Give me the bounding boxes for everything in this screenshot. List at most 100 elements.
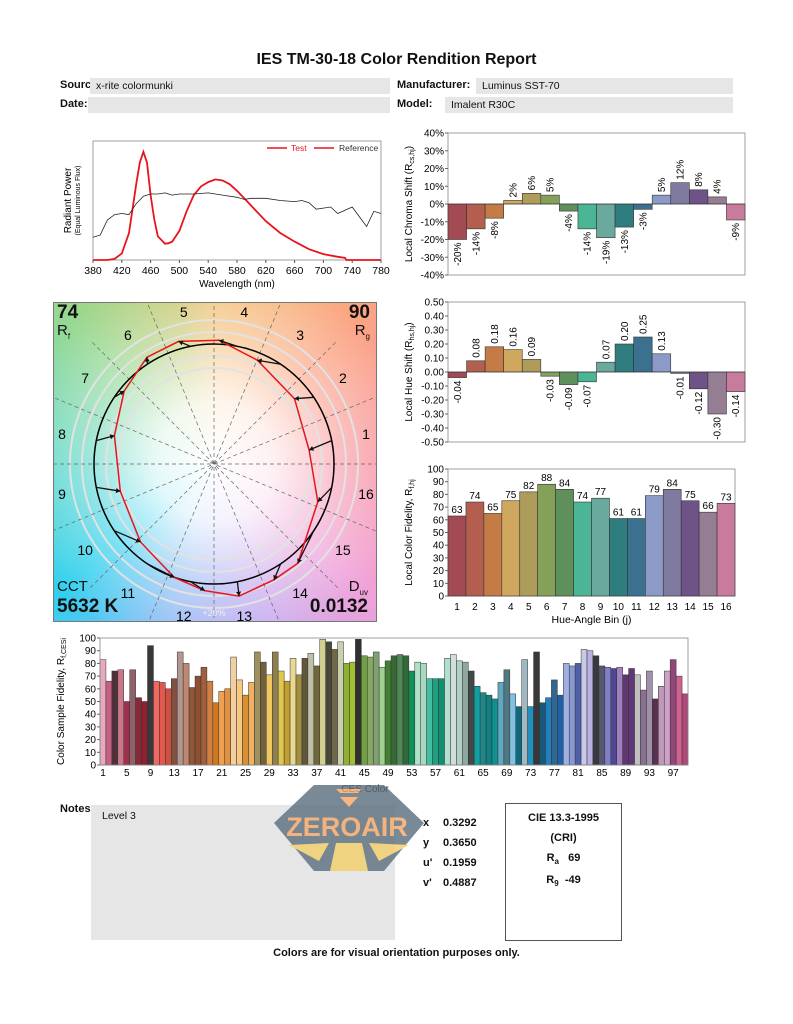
ces-bar: [254, 651, 261, 766]
chroma_shift-bar: [577, 203, 597, 230]
chroma_shift-data-label: -3%: [638, 212, 649, 230]
arrowhead-icon: [109, 434, 115, 440]
ces-bar: [515, 706, 522, 766]
arrowhead-icon: [257, 358, 263, 364]
cri-r9: R9 -49: [506, 874, 621, 888]
local_fidelity-y-tick-label: 90: [433, 477, 445, 488]
ces-bar: [586, 650, 594, 766]
chroma_shift-y-tick-label: 10%: [424, 182, 444, 193]
hue_shift-bar: [503, 349, 523, 373]
ces-bar: [283, 680, 291, 766]
hue_shift-data-label: -0.12: [694, 391, 705, 414]
local_fidelity-bar: [573, 501, 592, 597]
ces-bar: [658, 686, 665, 766]
chroma_shift-bar: [707, 196, 727, 205]
reference-circle: [93, 343, 335, 585]
local_fidelity-bar: [537, 483, 556, 597]
hue_shift-data-label: -0.14: [731, 394, 742, 417]
ces-x-tick-label: 69: [501, 768, 513, 779]
ces-bar: [242, 694, 249, 766]
ces-bar: [325, 641, 332, 766]
ces-y-tick-label: 0: [90, 761, 96, 772]
ces-x-tick-label: 81: [573, 768, 585, 779]
chroma_shift-y-tick-label: 0%: [430, 200, 445, 211]
ces-bar: [491, 698, 499, 766]
hue_shift-bar: [484, 346, 504, 373]
hue_shift-bar: [521, 359, 542, 373]
local_fidelity-y-tick-label: 0: [438, 592, 444, 603]
ces-bar: [159, 682, 166, 766]
arrowhead-icon: [119, 391, 125, 396]
spectrum-x-tick-label: 420: [113, 265, 131, 277]
arrowhead-icon: [294, 395, 299, 401]
local_fidelity-data-label: 77: [595, 487, 607, 498]
ces-bar: [212, 702, 220, 766]
hue_shift-y-tick-label: 0.00: [425, 368, 445, 379]
local_fidelity-data-label: 75: [685, 490, 697, 501]
report-title: IES TM-30-18 Color Rendition Report: [256, 51, 537, 68]
chroma_shift-bar: [521, 193, 542, 205]
ra-letter: R: [546, 852, 555, 864]
local_fidelity-bar: [483, 513, 503, 597]
spectrum-x-tick-label: 500: [171, 265, 189, 277]
chroma_shift-y-tick-label: -40%: [421, 271, 444, 282]
cct-label: CCT: [57, 578, 88, 595]
hue-bin-label: 14: [292, 585, 308, 601]
ces-bar: [485, 694, 493, 766]
local_fidelity-data-label: 88: [541, 473, 553, 484]
ces-bar: [539, 702, 546, 766]
ces-x-tick-label: 77: [549, 768, 561, 779]
ces-y-axis-label: Color Sample Fidelity, Rf,CESi: [56, 638, 68, 765]
ces-y-tick-label: 10: [85, 748, 97, 759]
local_fidelity-y-tick-label: 10: [433, 579, 445, 590]
ces-bar: [557, 694, 564, 766]
chroma_shift-y-tick-label: 30%: [424, 146, 444, 157]
local_fidelity-bar: [698, 511, 718, 597]
ces-bar: [681, 693, 689, 766]
local_fidelity-data-label: 61: [631, 508, 643, 519]
rg-letter: R: [354, 322, 366, 339]
spectrum-x-axis-label: Wavelength (nm): [199, 279, 275, 290]
chroma_shift-bar: [633, 203, 653, 210]
ces-bar: [165, 688, 172, 766]
manufacturer-label: Manufacturer:: [397, 79, 471, 91]
ces-bar: [289, 658, 297, 766]
chroma_shift-bar: [689, 189, 709, 205]
ces-y-tick-label: 20: [85, 735, 97, 746]
chromaticity-label: v': [423, 877, 432, 889]
chroma_shift-y-tick-label: -20%: [421, 235, 444, 246]
local_fidelity-data-label: 84: [667, 478, 679, 489]
ces-bar: [367, 656, 374, 766]
ces-bar: [580, 649, 588, 766]
hue_shift-bar: [596, 361, 616, 373]
ces-y-tick-label: 30: [85, 722, 97, 733]
ces-x-tick-label: 57: [430, 768, 442, 779]
spectrum-x-tick-label: 540: [199, 265, 217, 277]
spectrum-x-tick-label: 460: [142, 265, 160, 277]
scale-label: +20%: [202, 608, 225, 618]
ces-y-tick-label: 90: [85, 646, 97, 657]
ces-bar: [337, 641, 344, 766]
chroma_shift-data-label: -4%: [564, 214, 575, 232]
ces-bar: [456, 660, 463, 766]
local_fidelity-x-tick-label: 5: [526, 602, 532, 613]
hue_shift-data-label: -0.01: [676, 376, 687, 399]
ces-bar: [218, 691, 225, 766]
hue_shift-y-tick-label: 0.20: [425, 340, 445, 351]
ces-bar: [200, 666, 208, 766]
shift-vector-arrow: [147, 563, 175, 579]
ces-bar: [438, 678, 445, 766]
ces-x-tick-label: 33: [287, 768, 299, 779]
local_fidelity-x-tick-label: 16: [720, 602, 732, 613]
ces-x-tick-label: 85: [596, 768, 608, 779]
spectrum-x-tick-label: 620: [257, 265, 275, 277]
ces-y-tick-label: 80: [85, 659, 97, 670]
ces-bar: [331, 649, 338, 766]
duv-label: Duv: [349, 579, 368, 600]
chromaticity-value: 0.4887: [443, 877, 477, 889]
ces-bar: [390, 655, 398, 766]
chroma_shift-data-label: -20%: [453, 242, 464, 265]
local_fidelity-data-label: 63: [451, 505, 463, 516]
chroma_shift-data-label: -14%: [583, 232, 594, 255]
ces-bar: [663, 670, 671, 766]
